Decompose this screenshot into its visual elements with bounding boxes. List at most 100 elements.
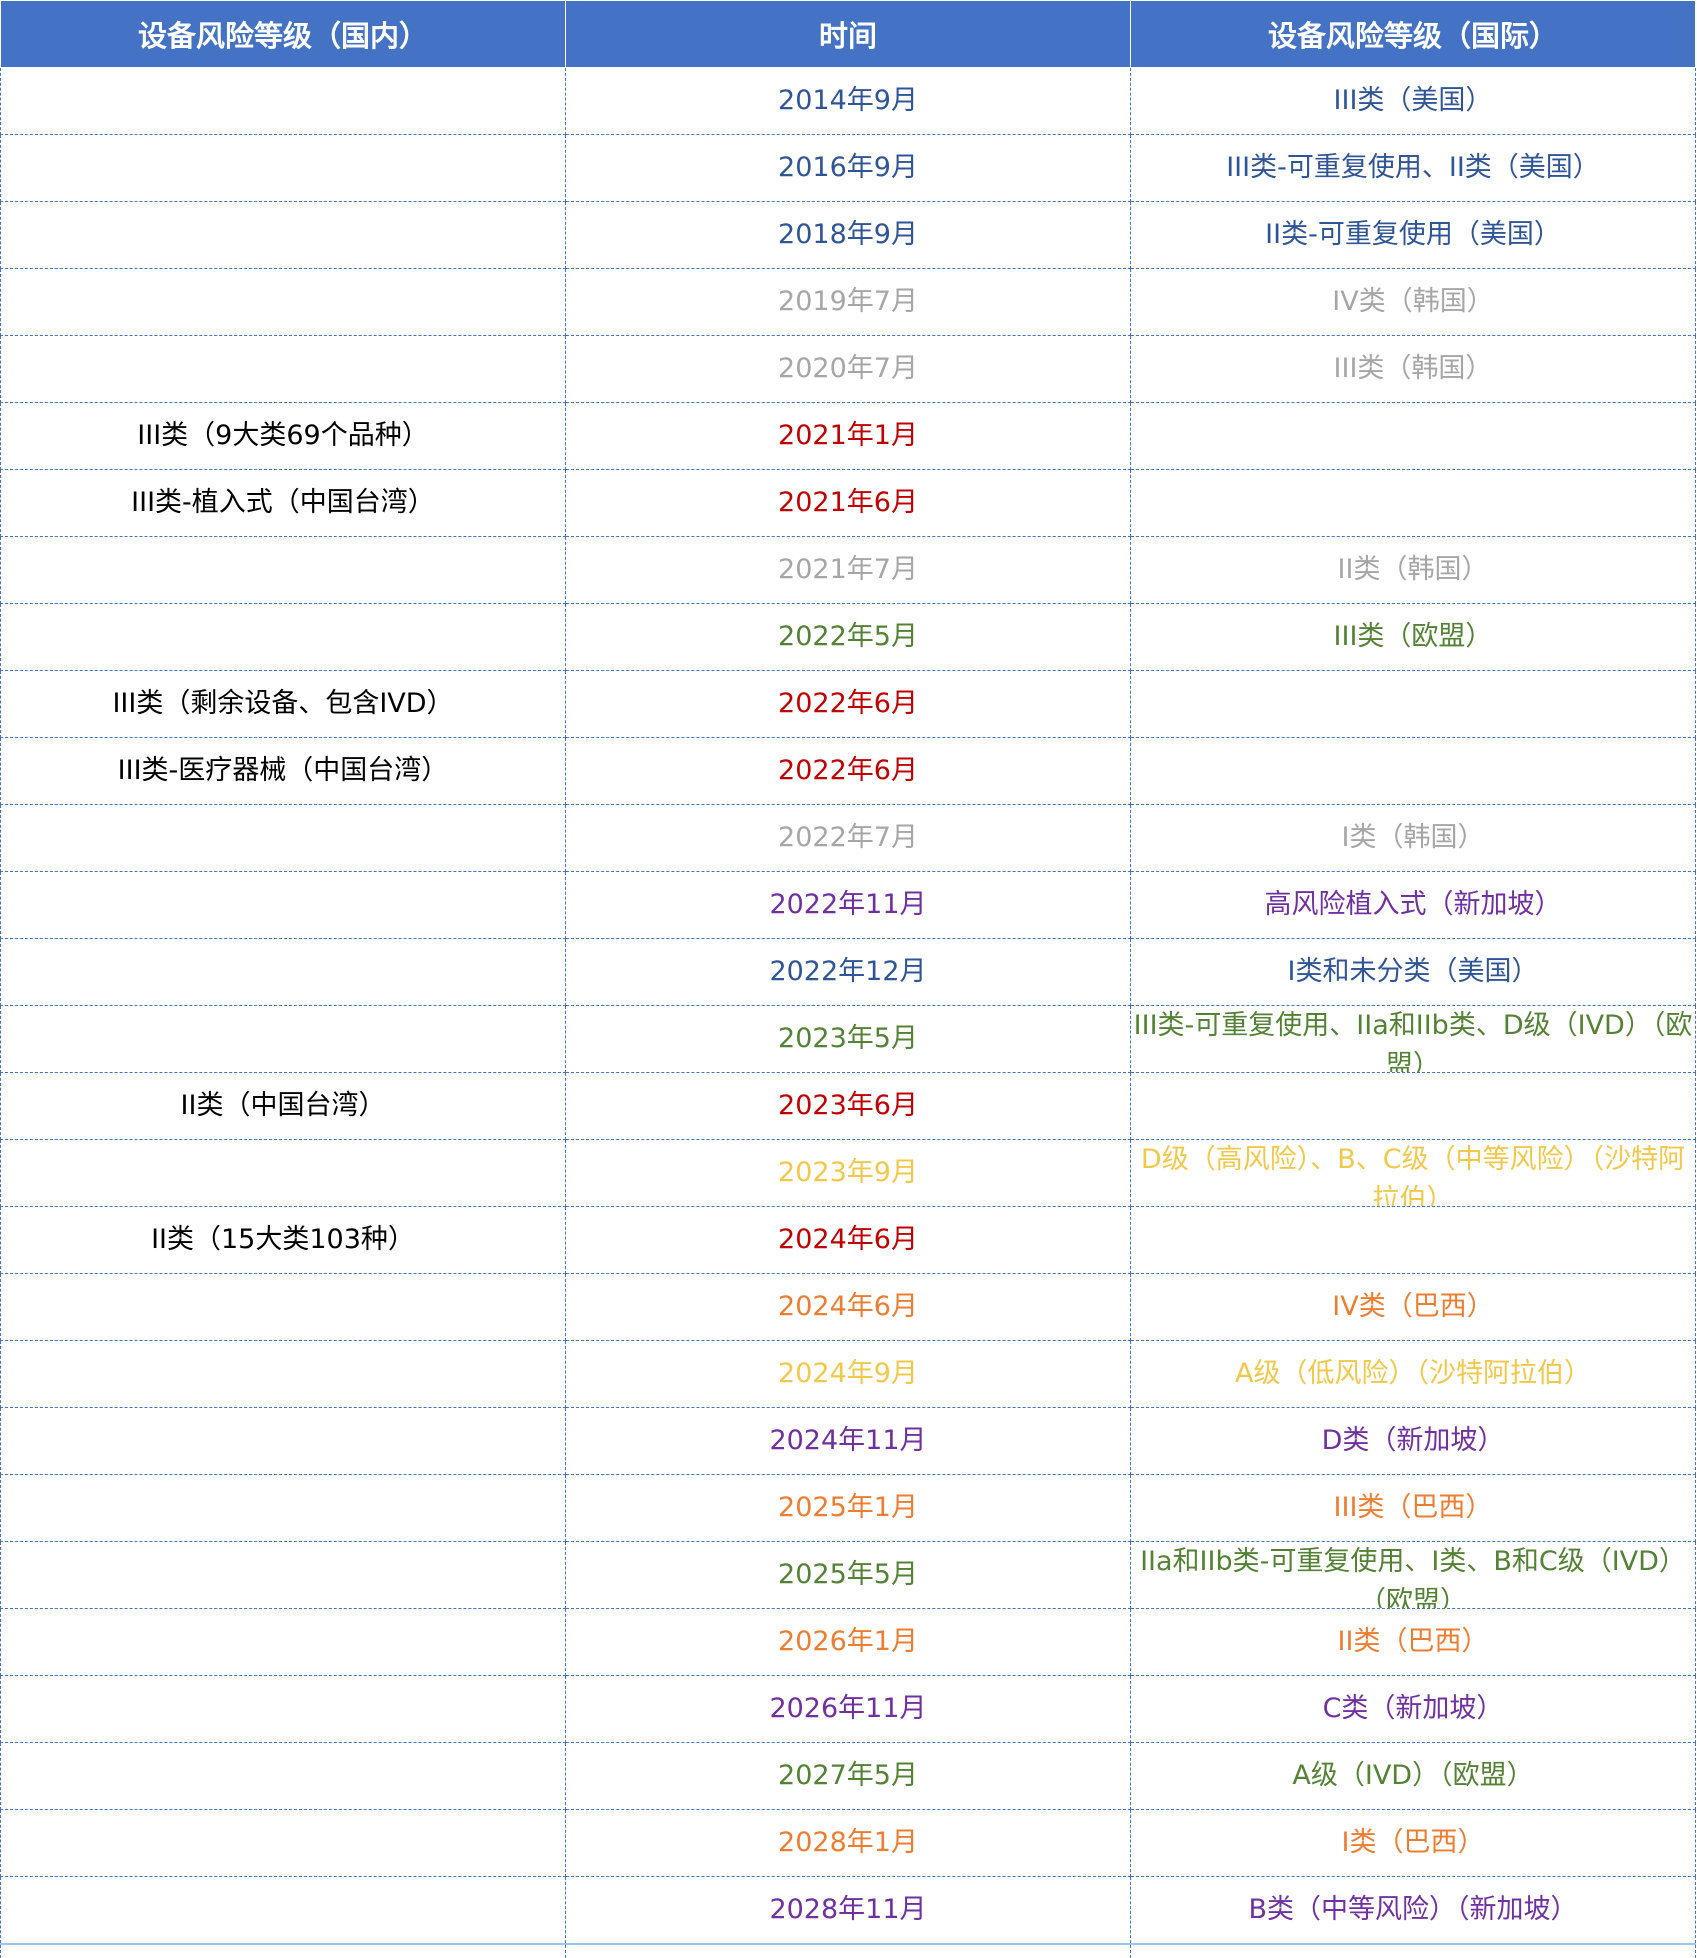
international-text: II类（韩国） — [1337, 554, 1489, 585]
international-cell: A级（低风险）（沙特阿拉伯） — [1130, 1340, 1696, 1408]
time-text: 2028年1月 — [778, 1827, 918, 1858]
table-row: 2027年5月 A级（IVD）（欧盟） — [0, 1742, 1696, 1810]
time-text: 2019年7月 — [778, 286, 918, 317]
international-text: I类（韩国） — [1341, 822, 1485, 853]
empty-row — [0, 1943, 1696, 1958]
international-cell — [1130, 1072, 1696, 1140]
international-cell: II类-可重复使用（美国） — [1130, 201, 1696, 269]
time-text: 2022年5月 — [778, 621, 918, 652]
time-text: 2024年6月 — [778, 1291, 918, 1322]
international-cell — [1130, 469, 1696, 537]
table-row: 2023年9月 D级（高风险）、B、C级（中等风险）（沙特阿拉伯） — [0, 1139, 1696, 1207]
international-text: III类-可重复使用、II类（美国） — [1226, 152, 1600, 183]
time-cell: 2018年9月 — [565, 201, 1131, 269]
time-text: 2026年1月 — [778, 1626, 918, 1657]
domestic-cell — [0, 1273, 566, 1341]
international-cell: III类（韩国） — [1130, 335, 1696, 403]
table-row: 2024年11月 D类（新加坡） — [0, 1407, 1696, 1475]
international-cell: IV类（巴西） — [1130, 1273, 1696, 1341]
time-text: 2024年9月 — [778, 1358, 918, 1389]
international-text: A级（低风险）（沙特阿拉伯） — [1235, 1358, 1591, 1389]
time-cell: 2021年7月 — [565, 536, 1131, 604]
domestic-cell: III类-医疗器械（中国台湾） — [0, 737, 566, 805]
time-text: 2023年9月 — [778, 1157, 918, 1188]
international-text: II类-可重复使用（美国） — [1265, 219, 1561, 250]
domestic-cell — [0, 335, 566, 403]
time-cell: 2024年6月 — [565, 1273, 1131, 1341]
international-text: A级（IVD）（欧盟） — [1292, 1760, 1534, 1791]
international-text: IV类（韩国） — [1332, 286, 1494, 317]
time-cell: 2023年9月 — [565, 1139, 1131, 1207]
time-text: 2016年9月 — [778, 152, 918, 183]
domestic-text: III类-植入式（中国台湾） — [131, 487, 435, 518]
international-text: 高风险植入式（新加坡） — [1264, 889, 1562, 920]
international-text: D类（新加坡） — [1321, 1425, 1505, 1456]
time-cell: 2022年6月 — [565, 670, 1131, 738]
time-cell: 2024年11月 — [565, 1407, 1131, 1475]
domestic-cell — [0, 871, 566, 939]
table-row: 2014年9月 III类（美国） — [0, 67, 1696, 135]
time-cell: 2027年5月 — [565, 1742, 1131, 1810]
international-text: III类-可重复使用、IIa和IIb类、D级（IVD）（欧盟） — [1133, 1010, 1693, 1072]
international-text: IV类（巴西） — [1332, 1291, 1494, 1322]
international-text: III类（韩国） — [1333, 353, 1493, 384]
empty-cell — [565, 1943, 1131, 1958]
table-row: 2022年12月 I类和未分类（美国） — [0, 938, 1696, 1006]
time-cell: 2028年1月 — [565, 1809, 1131, 1877]
time-text: 2026年11月 — [769, 1693, 927, 1724]
time-text: 2023年6月 — [778, 1090, 918, 1121]
domestic-cell — [0, 1005, 566, 1073]
time-text: 2021年7月 — [778, 554, 918, 585]
domestic-cell — [0, 603, 566, 671]
time-text: 2024年6月 — [778, 1224, 918, 1255]
international-cell: III类（巴西） — [1130, 1474, 1696, 1542]
table-row: 2025年5月 IIa和IIb类-可重复使用、I类、B和C级（IVD）（欧盟） — [0, 1541, 1696, 1609]
time-cell: 2024年9月 — [565, 1340, 1131, 1408]
international-cell — [1130, 670, 1696, 738]
table-row: 2022年5月 III类（欧盟） — [0, 603, 1696, 671]
international-cell — [1130, 402, 1696, 470]
time-text: 2020年7月 — [778, 353, 918, 384]
table-row: II类（15大类103种） 2024年6月 — [0, 1206, 1696, 1274]
time-cell: 2021年6月 — [565, 469, 1131, 537]
table-row: 2023年5月 III类-可重复使用、IIa和IIb类、D级（IVD）（欧盟） — [0, 1005, 1696, 1073]
time-cell: 2025年1月 — [565, 1474, 1131, 1542]
time-text: 2021年6月 — [778, 487, 918, 518]
domestic-cell — [0, 1407, 566, 1475]
international-text: B类（中等风险）（新加坡） — [1248, 1894, 1578, 1925]
international-cell: II类（巴西） — [1130, 1608, 1696, 1676]
domestic-cell — [0, 1340, 566, 1408]
table-row: 2024年6月 IV类（巴西） — [0, 1273, 1696, 1341]
table-body: 2014年9月 III类（美国） 2016年9月 III类-可重复使用、II类（美国）… — [0, 67, 1696, 1958]
domestic-cell — [0, 1876, 566, 1945]
time-text: 2025年5月 — [778, 1559, 918, 1590]
domestic-cell — [0, 1474, 566, 1542]
international-cell: C类（新加坡） — [1130, 1675, 1696, 1743]
time-cell: 2022年11月 — [565, 871, 1131, 939]
table-row: 2026年1月 II类（巴西） — [0, 1608, 1696, 1676]
international-cell: B类（中等风险）（新加坡） — [1130, 1876, 1696, 1945]
domestic-cell — [0, 1608, 566, 1676]
domestic-cell — [0, 67, 566, 135]
domestic-cell — [0, 134, 566, 202]
international-cell: III类（欧盟） — [1130, 603, 1696, 671]
time-text: 2022年7月 — [778, 822, 918, 853]
time-text: 2018年9月 — [778, 219, 918, 250]
domestic-cell — [0, 804, 566, 872]
table-row: 2024年9月 A级（低风险）（沙特阿拉伯） — [0, 1340, 1696, 1408]
international-cell — [1130, 737, 1696, 805]
international-cell: III类-可重复使用、II类（美国） — [1130, 134, 1696, 202]
time-text: 2022年12月 — [769, 956, 927, 987]
international-cell: IV类（韩国） — [1130, 268, 1696, 336]
time-cell: 2024年6月 — [565, 1206, 1131, 1274]
table-row: 2028年11月 B类（中等风险）（新加坡） — [0, 1876, 1696, 1945]
table-row: 2022年7月 I类（韩国） — [0, 804, 1696, 872]
international-text: IIa和IIb类-可重复使用、I类、B和C级（IVD）（欧盟） — [1140, 1546, 1686, 1608]
empty-cell — [1130, 1943, 1696, 1958]
international-cell: IIa和IIb类-可重复使用、I类、B和C级（IVD）（欧盟） — [1130, 1541, 1696, 1609]
time-cell: 2022年5月 — [565, 603, 1131, 671]
time-text: 2023年5月 — [778, 1023, 918, 1054]
domestic-text: III类-医疗器械（中国台湾） — [117, 755, 449, 786]
time-cell: 2019年7月 — [565, 268, 1131, 336]
